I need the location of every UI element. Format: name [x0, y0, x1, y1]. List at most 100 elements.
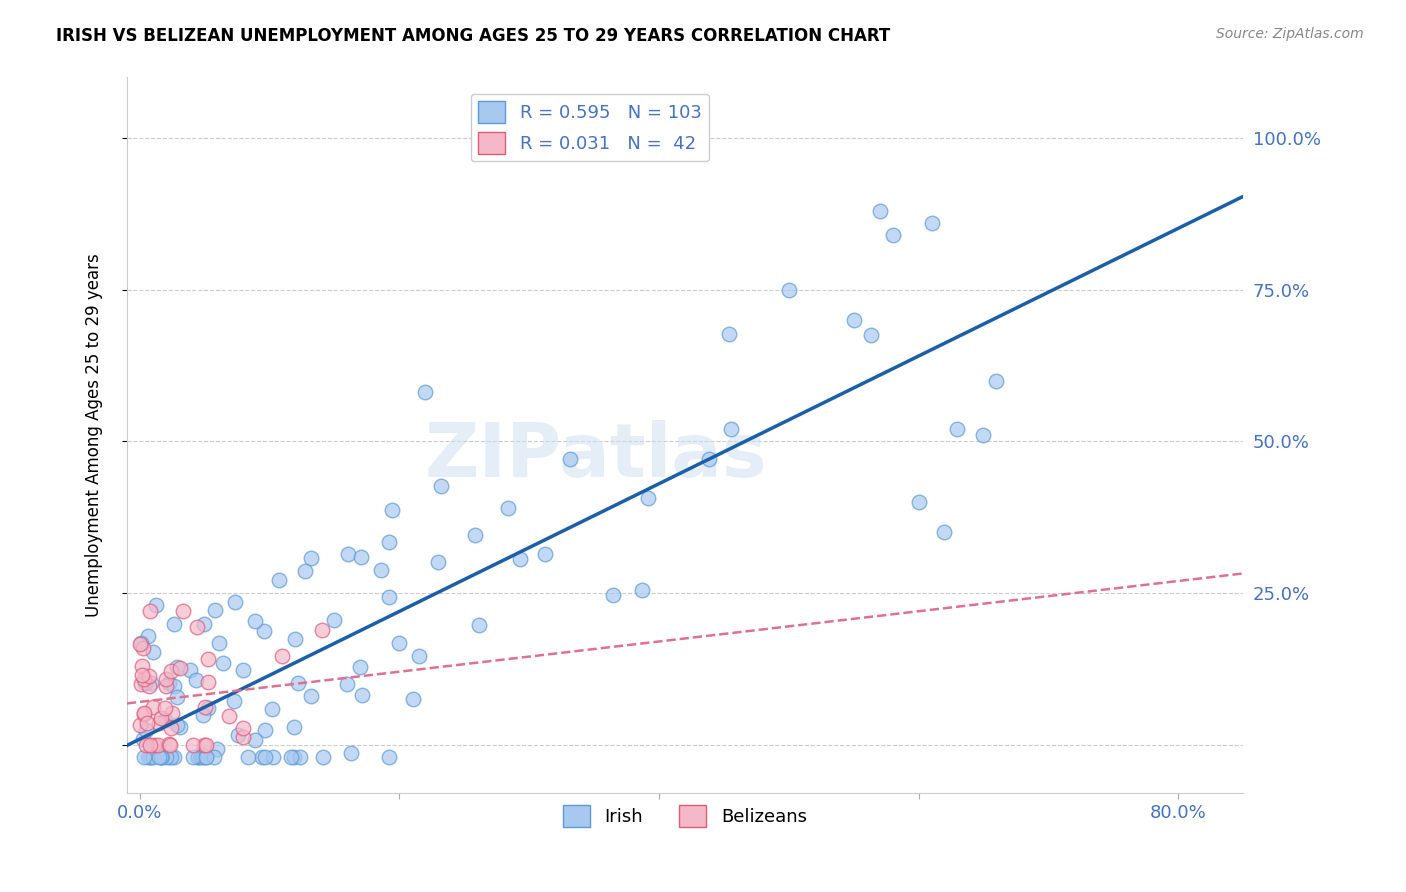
Point [145, 598, 167, 612]
Point [720, 422, 742, 436]
Point [336, 677, 359, 691]
Point [288, 750, 311, 764]
Point [155, 672, 177, 686]
Point [184, 673, 207, 687]
Point [402, 692, 425, 706]
Point [860, 328, 883, 343]
Point [283, 720, 305, 734]
Point [155, 679, 177, 693]
Point [134, 676, 156, 690]
Point [139, 676, 162, 690]
Point [132, 707, 155, 722]
Point [197, 674, 219, 689]
Point [194, 738, 217, 752]
Point [299, 551, 322, 566]
Point [907, 495, 929, 509]
Point [191, 708, 214, 723]
Point [202, 750, 225, 764]
Point [160, 721, 183, 735]
Point [135, 723, 157, 738]
Point [157, 676, 180, 690]
Point [243, 614, 266, 628]
Point [131, 658, 153, 673]
Point [426, 555, 449, 569]
Point [205, 741, 228, 756]
Point [160, 750, 183, 764]
Point [186, 620, 208, 634]
Point [129, 636, 152, 650]
Point [190, 747, 212, 761]
Point [187, 750, 209, 764]
Y-axis label: Unemployment Among Ages 25 to 29 years: Unemployment Among Ages 25 to 29 years [86, 253, 103, 617]
Point [204, 603, 226, 617]
Point [155, 750, 177, 764]
Point [408, 649, 430, 664]
Point [226, 728, 249, 742]
Point [138, 604, 160, 618]
Point [378, 535, 401, 549]
Point [323, 613, 346, 627]
Point [534, 547, 557, 561]
Point [138, 679, 160, 693]
Point [129, 718, 152, 732]
Point [163, 679, 186, 693]
Point [509, 552, 531, 566]
Point [157, 750, 180, 764]
Point [377, 590, 399, 604]
Point [150, 750, 173, 764]
Point [254, 723, 277, 738]
Point [299, 689, 322, 703]
Point [370, 563, 392, 577]
Point [197, 652, 219, 666]
Point [183, 738, 205, 752]
Point [150, 750, 173, 764]
Point [350, 688, 373, 702]
Point [136, 629, 159, 643]
Point [349, 660, 371, 674]
Point [132, 706, 155, 720]
Point [142, 699, 165, 714]
Point [148, 738, 170, 752]
Point [842, 313, 865, 327]
Point [146, 747, 169, 761]
Point [181, 750, 204, 764]
Point [260, 702, 283, 716]
Point [191, 750, 214, 764]
Point [166, 660, 188, 674]
Point [697, 452, 720, 467]
Point [245, 733, 267, 747]
Point [339, 746, 361, 760]
Point [250, 750, 273, 764]
Point [218, 708, 240, 723]
Legend: Irish, Belizeans: Irish, Belizeans [555, 798, 814, 834]
Point [142, 645, 165, 659]
Point [197, 701, 219, 715]
Point [496, 500, 519, 515]
Point [142, 750, 165, 764]
Point [162, 706, 184, 720]
Point [193, 738, 215, 752]
Point [159, 738, 181, 752]
Point [193, 616, 215, 631]
Point [284, 632, 307, 646]
Point [142, 738, 165, 752]
Point [172, 604, 194, 618]
Point [232, 730, 254, 744]
Point [336, 547, 359, 561]
Point [149, 750, 172, 764]
Point [986, 374, 1008, 388]
Point [381, 503, 404, 517]
Point [132, 672, 155, 686]
Point [208, 636, 231, 650]
Point [430, 479, 453, 493]
Point [139, 738, 162, 752]
Point [312, 750, 335, 764]
Point [136, 715, 159, 730]
Point [378, 750, 401, 764]
Point [141, 750, 163, 764]
Point [148, 716, 170, 731]
Point [139, 750, 162, 764]
Point [132, 731, 155, 746]
Point [157, 737, 180, 751]
Point [311, 623, 333, 637]
